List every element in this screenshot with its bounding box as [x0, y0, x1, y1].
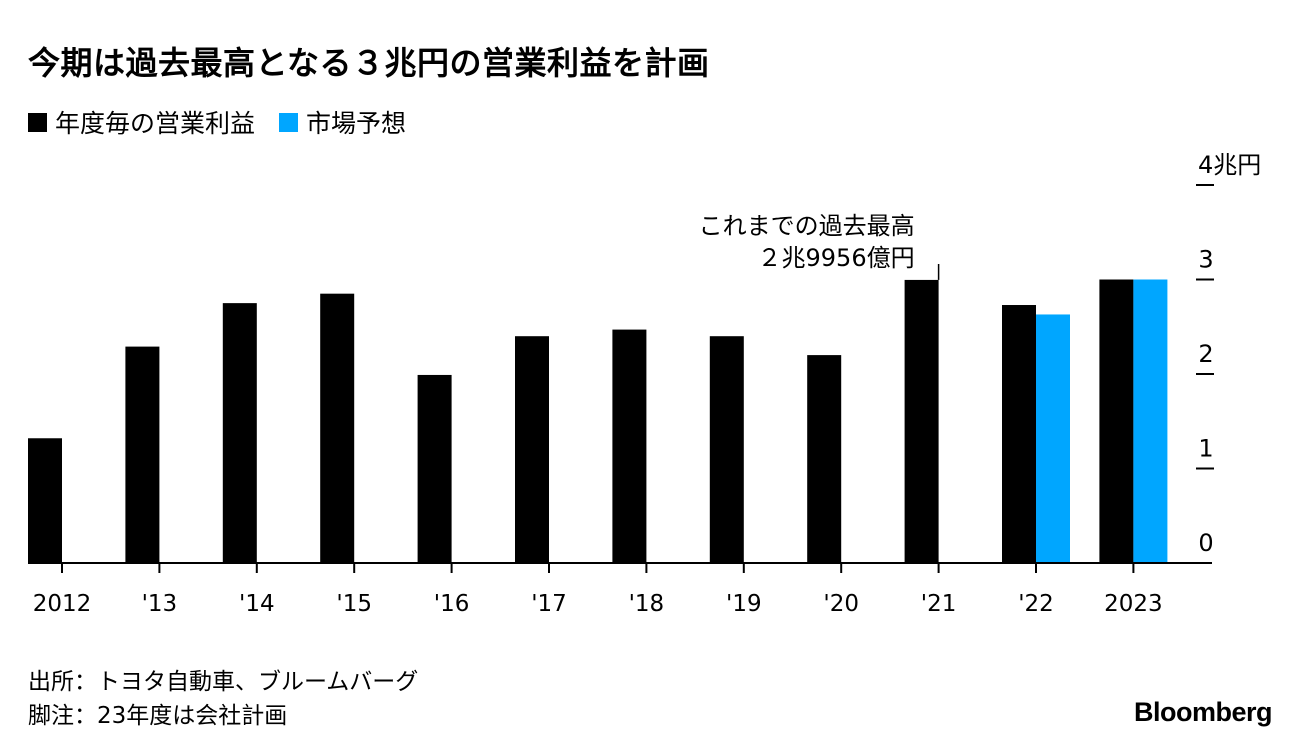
bar-operating-profit-10	[1002, 305, 1036, 563]
legend: 年度毎の営業利益 市場予想	[28, 104, 430, 140]
x-tick-label-1: '13	[142, 591, 178, 617]
x-tick-label-5: '17	[531, 591, 567, 617]
legend-item-operating-profit: 年度毎の営業利益	[28, 104, 255, 140]
y-tick-label-1: 1	[1198, 435, 1213, 463]
x-tick-label-4: '16	[434, 591, 470, 617]
x-tick-label-7: '19	[726, 591, 762, 617]
bar-operating-profit-7	[709, 336, 744, 563]
bar-operating-profit-4	[417, 374, 452, 563]
bar-operating-profit-1	[125, 346, 160, 563]
bar-operating-profit-0	[28, 438, 62, 563]
x-tick-label-6: '18	[629, 591, 665, 617]
bar-operating-profit-2	[222, 303, 257, 563]
bar-operating-profit-11	[1099, 279, 1134, 563]
legend-label-market-forecast: 市場予想	[306, 109, 407, 138]
bar-operating-profit-3	[320, 293, 355, 563]
legend-swatch-operating-profit	[28, 112, 47, 132]
annotation-text-line-0: これまでの過去最高	[699, 212, 915, 240]
bar-market-forecast-11	[1133, 279, 1168, 563]
bar-operating-profit-9	[904, 279, 939, 563]
footnote: 脚注：23年度は会社計画	[28, 703, 288, 729]
legend-item-market-forecast: 市場予想	[279, 104, 406, 140]
bar-operating-profit-5	[515, 336, 549, 563]
y-tick-label-0: 0	[1198, 529, 1213, 557]
legend-swatch-market-forecast	[279, 112, 299, 132]
x-tick-label-11: 2023	[1104, 591, 1163, 617]
x-tick-label-0: 2012	[33, 591, 92, 617]
bar-operating-profit-6	[612, 329, 647, 563]
y-tick-label-2: 2	[1198, 340, 1213, 368]
bar-market-forecast-10	[1036, 314, 1070, 563]
x-tick-label-10: '22	[1018, 591, 1054, 617]
bar-operating-profit-8	[807, 355, 842, 563]
x-tick-label-3: '15	[336, 591, 372, 617]
x-tick-label-8: '20	[823, 591, 859, 617]
bloomberg-logo: Bloomberg	[1133, 697, 1273, 727]
annotation-text-line-1: ２兆9956億円	[758, 244, 915, 272]
y-tick-label-3: 3	[1198, 246, 1213, 274]
legend-label-operating-profit: 年度毎の営業利益	[55, 109, 256, 138]
x-tick-label-2: '14	[239, 591, 275, 617]
chart-title: 今期は過去最高となる３兆円の営業利益を計画	[28, 44, 710, 82]
y-tick-label-4: 4兆円	[1198, 151, 1261, 179]
source-note: 出所：トヨタ自動車、ブルームバーグ	[28, 669, 419, 695]
x-tick-label-9: '21	[921, 591, 957, 617]
